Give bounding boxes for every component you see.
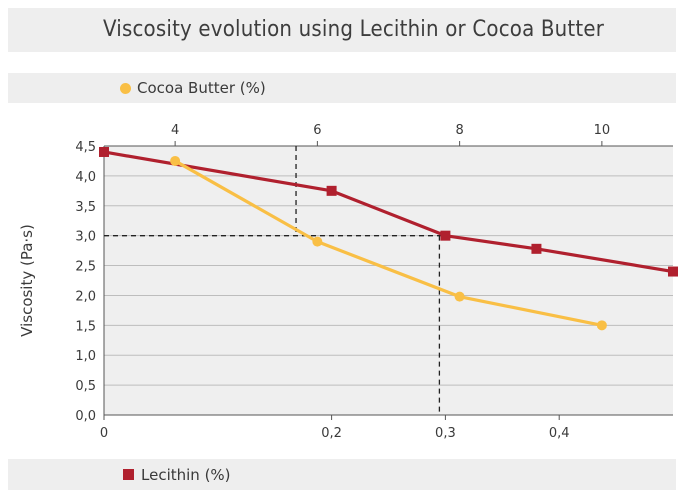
legend-lecithin: Lecithin (%)	[123, 459, 231, 490]
data-point-lecithin	[99, 146, 109, 157]
y-tick-label: 3,0	[75, 230, 96, 245]
y-tick-label: 4,5	[75, 140, 96, 155]
bottom-legend-band: Lecithin (%)	[8, 459, 676, 490]
y-tick-label: 3,5	[75, 200, 96, 215]
x-top-tick-label: 6	[313, 123, 321, 138]
legend-cocoa-butter: Cocoa Butter (%)	[120, 73, 266, 103]
legend-lecithin-label: Lecithin (%)	[141, 465, 231, 484]
title-band: Viscosity evolution using Lecithin or Co…	[8, 8, 676, 52]
y-tick-label: 2,5	[75, 260, 96, 275]
data-point-cocoa-butter	[454, 291, 465, 302]
data-point-lecithin	[326, 185, 337, 196]
x-bottom-tick-label: 0	[100, 426, 108, 441]
legend-cocoa-butter-label: Cocoa Butter (%)	[137, 79, 266, 97]
plot-area	[104, 146, 673, 415]
data-point-lecithin	[668, 266, 678, 277]
data-point-lecithin	[440, 230, 451, 241]
y-tick-label: 0,5	[75, 379, 96, 394]
x-top-tick-label: 8	[455, 123, 463, 138]
data-point-cocoa-butter	[170, 155, 181, 166]
y-tick-label: 1,0	[75, 349, 96, 364]
x-bottom-tick-label: 0,4	[549, 426, 570, 441]
y-tick-label: 4,0	[75, 170, 96, 185]
y-tick-label: 0,0	[75, 409, 96, 424]
data-point-cocoa-butter	[312, 236, 323, 247]
data-point-cocoa-butter	[596, 320, 607, 331]
y-tick-label: 1,5	[75, 319, 96, 334]
y-tick-label: 2,0	[75, 289, 96, 304]
x-top-tick-label: 10	[594, 123, 611, 138]
data-point-lecithin	[531, 243, 542, 254]
chart-title: Viscosity evolution using Lecithin or Co…	[103, 17, 605, 42]
square-marker-icon	[123, 469, 134, 480]
x-bottom-tick-label: 0,3	[435, 426, 456, 441]
y-axis-label: Viscosity (Pa·s)	[18, 224, 36, 337]
x-bottom-tick-label: 0,2	[321, 426, 342, 441]
x-top-tick-label: 4	[171, 123, 179, 138]
top-legend-band: Cocoa Butter (%)	[8, 73, 676, 103]
series-line-cocoa-butter	[174, 159, 603, 327]
circle-marker-icon	[120, 82, 131, 94]
